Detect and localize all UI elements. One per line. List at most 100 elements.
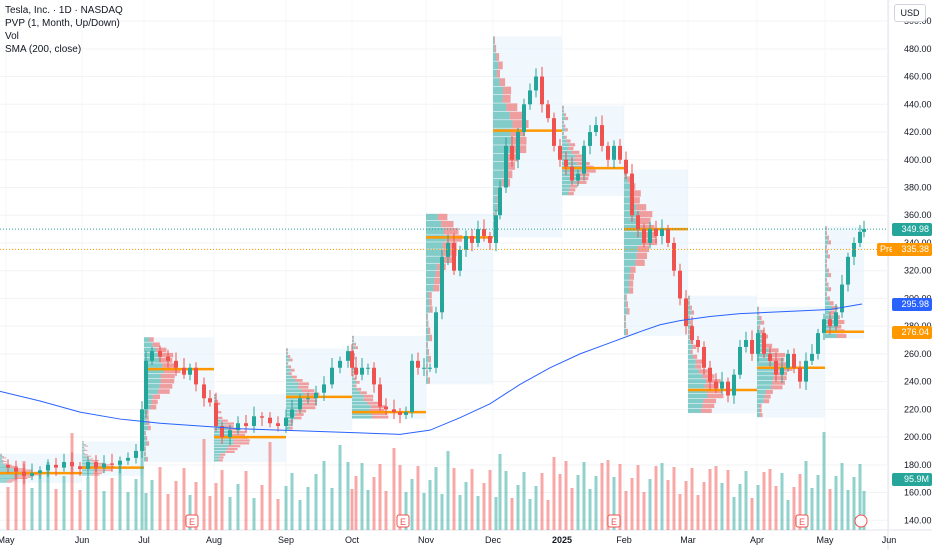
candle-body (504, 145, 508, 188)
volume-bar (158, 467, 162, 530)
profile-down-bar (7, 480, 14, 482)
poc-value-tag: 276.04 (892, 325, 932, 339)
profile-up-bar (352, 384, 355, 388)
volume-bar (696, 495, 700, 530)
profile-up-bar (0, 458, 2, 460)
candle-body (552, 118, 556, 146)
profile-up-bar (688, 305, 691, 310)
candle-body (268, 417, 272, 424)
profile-down-bar (827, 268, 830, 273)
sma-indicator-label[interactable]: SMA (200, close) (5, 44, 82, 55)
candle-body (714, 381, 718, 389)
profile-up-bar (82, 445, 86, 447)
profile-down-bar (690, 305, 693, 310)
profile-down-bar (3, 461, 7, 463)
profile-down-bar (219, 456, 224, 459)
volume-bar (46, 462, 50, 530)
candle-body (510, 145, 514, 160)
candle-body (46, 464, 50, 471)
profile-up-bar (0, 468, 14, 470)
candle-body (62, 462, 66, 468)
profile-up-bar (688, 379, 706, 384)
profile-down-bar (632, 197, 640, 204)
profile-down-bar (295, 379, 303, 382)
profile-up-bar (825, 296, 828, 301)
profile-up-bar (426, 270, 436, 278)
candle-body (306, 398, 310, 400)
profile-up-bar (214, 425, 225, 428)
profile-down-bar (160, 373, 175, 379)
profile-down-bar (427, 348, 430, 356)
profile-down-bar (353, 339, 355, 343)
profile-up-bar (0, 480, 8, 482)
volume-bar (268, 442, 272, 530)
candle-body (540, 76, 544, 105)
volume-profiles (0, 36, 864, 483)
profile-down-bar (146, 415, 149, 420)
candle-body (202, 384, 206, 399)
volume-bar (780, 473, 784, 530)
profile-up-bar (352, 367, 355, 370)
vol-indicator-label[interactable]: Vol (5, 31, 19, 42)
time-tick-label: May (816, 535, 834, 545)
volume-bar (118, 465, 122, 530)
currency-button[interactable]: USD (894, 4, 926, 22)
profile-down-bar (231, 433, 246, 436)
profile-down-bar (83, 452, 86, 454)
profile-up-bar (562, 150, 572, 154)
profile-up-bar (352, 339, 354, 343)
profile-down-bar (691, 310, 695, 315)
candle-body (38, 470, 42, 474)
profile-down-bar (428, 377, 431, 384)
profile-down-bar (152, 394, 161, 400)
candle-body (428, 367, 432, 369)
profile-up-bar (825, 249, 827, 254)
volume-bar (298, 500, 302, 530)
time-axis[interactable]: May Jun Jul Aug Sep Oct Nov Dec 2025 Feb Mar Apr May… (0, 535, 896, 545)
profile-up-bar (286, 361, 288, 365)
profile-down-bar (3, 457, 7, 459)
volume-bar (140, 436, 144, 530)
profile-down-bar (152, 342, 160, 348)
profile-up-bar (352, 415, 372, 419)
price-axis[interactable]: 140.00 160.00 180.00 200.00 220.00 240.00 260.… (904, 16, 932, 525)
profile-up-bar (757, 320, 761, 325)
volume-bar (612, 477, 616, 530)
profile-up-bar (757, 394, 765, 399)
volume-bar (666, 480, 670, 530)
candle-body (696, 340, 700, 347)
candle-body (260, 416, 264, 418)
profile-down-bar (625, 294, 627, 301)
candle-body (600, 125, 604, 146)
volume-bar (38, 475, 42, 530)
profile-up-bar (286, 358, 290, 362)
volume-bar (840, 463, 844, 530)
profile-up-bar (0, 476, 17, 478)
candle-body (732, 374, 736, 396)
symbol-title[interactable]: Tesla, Inc. · 1D · NASDAQ (5, 5, 123, 16)
profile-up-bar (825, 287, 829, 292)
volume-bar (522, 472, 526, 530)
profile-up-bar (562, 105, 564, 109)
profile-down-bar (772, 380, 785, 385)
profile-up-bar (286, 392, 305, 396)
candle-body (654, 229, 658, 237)
profile-up-bar (144, 446, 146, 452)
profile-down-bar (88, 458, 94, 460)
profile-up-bar (493, 220, 495, 229)
volume-bar (372, 477, 376, 530)
volume-bar (828, 489, 832, 530)
profile-down-bar (690, 349, 693, 354)
profile-up-bar (144, 456, 147, 462)
pvp-indicator-label[interactable]: PVP (1, Month, Up/Down) (5, 18, 120, 29)
profile-up-bar (144, 394, 153, 400)
volume-bar (504, 471, 508, 530)
profile-down-bar (147, 420, 150, 426)
profile-down-bar (83, 442, 85, 444)
profile-up-bar (562, 162, 578, 166)
profile-up-bar (426, 370, 428, 377)
profile-up-bar (624, 218, 639, 225)
earnings-marker (185, 514, 199, 528)
